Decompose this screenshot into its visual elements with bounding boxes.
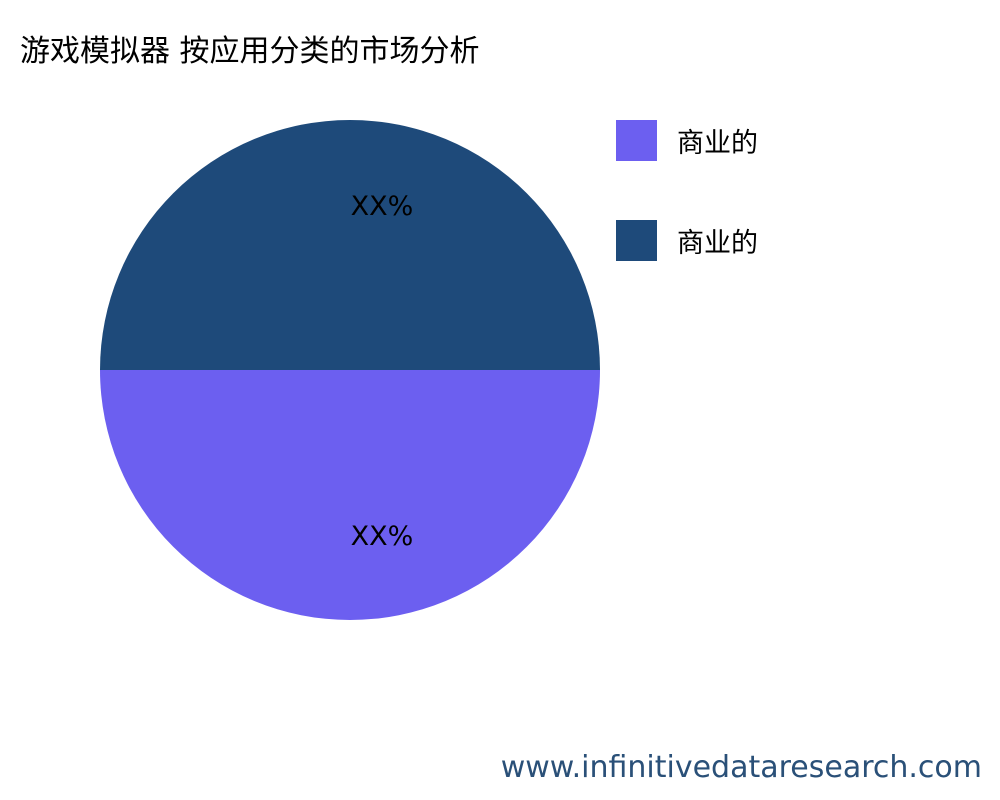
chart-title: 游戏模拟器 按应用分类的市场分析 bbox=[20, 34, 480, 69]
legend-item: 商业的 bbox=[616, 120, 758, 161]
pie-slice bbox=[100, 120, 600, 370]
legend-label: 商业的 bbox=[677, 128, 758, 159]
legend-label: 商业的 bbox=[677, 228, 758, 259]
legend-item: 商业的 bbox=[616, 220, 758, 261]
watermark: www.infinitivedataresearch.com bbox=[500, 750, 982, 785]
pie-slice bbox=[100, 370, 600, 620]
slice-data-label: XX% bbox=[351, 191, 414, 222]
legend-swatch bbox=[616, 120, 657, 161]
slice-data-label: XX% bbox=[351, 521, 414, 552]
legend-swatch bbox=[616, 220, 657, 261]
